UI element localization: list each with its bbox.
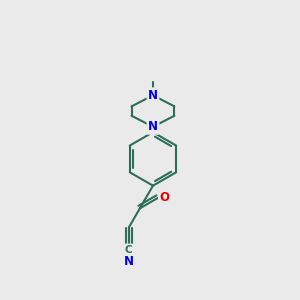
Text: C: C bbox=[125, 245, 133, 255]
Text: O: O bbox=[160, 191, 170, 204]
Text: N: N bbox=[124, 255, 134, 268]
Text: N: N bbox=[148, 120, 158, 133]
Text: N: N bbox=[148, 89, 158, 102]
